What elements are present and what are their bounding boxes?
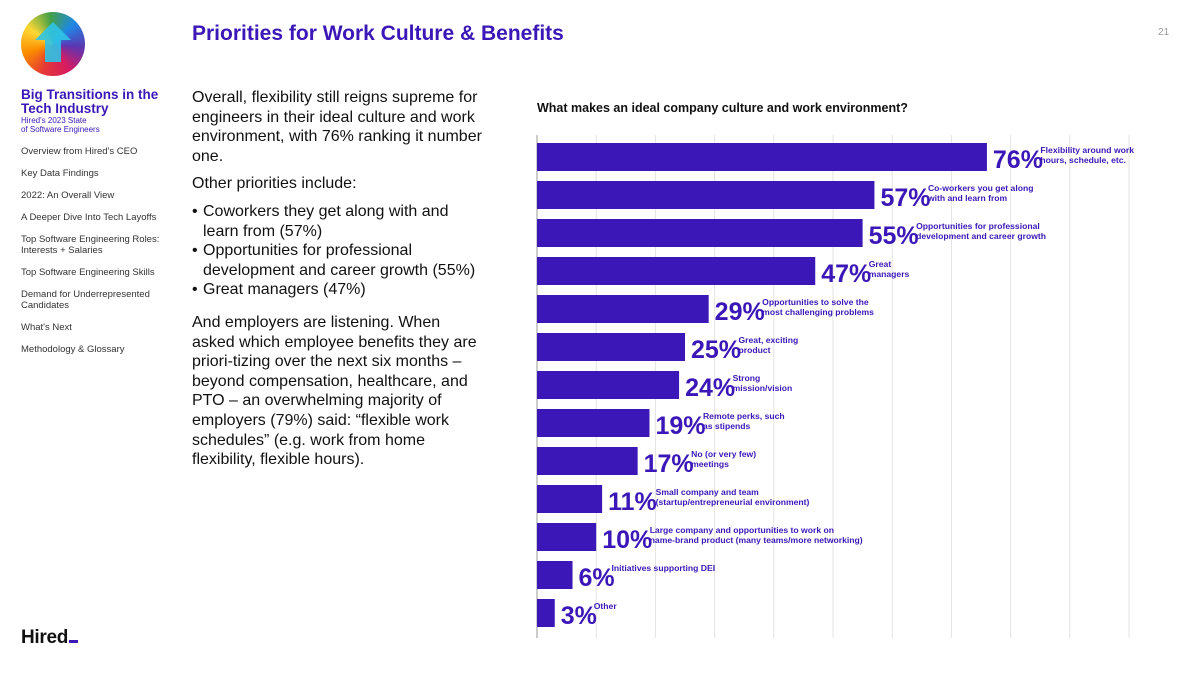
body-text: Overall, flexibility still reigns suprem… [192,88,482,478]
bar-value-label: 29% [715,298,765,326]
bar-category-label: Initiatives supporting DEI [612,563,716,573]
bar-value-label: 24% [685,374,735,402]
bar-value-label: 3% [561,602,597,630]
bar-value-label: 10% [602,526,652,554]
nav-item-skills[interactable]: Top Software Engineering Skills [21,267,155,278]
report-subtitle: Hired's 2023 State of Software Engineers [21,116,161,134]
bar-category-label: Other [594,601,618,611]
intro-paragraph: Overall, flexibility still reigns suprem… [192,89,482,165]
priorities-list: Coworkers they get along with and learn … [192,202,482,300]
bar-category-label: mission/vision [733,383,793,393]
nav-item-overall-view[interactable]: 2022: An Overall View [21,190,115,201]
bar-category-label: Strong [733,373,761,383]
bar-category-label: most challenging problems [762,307,874,317]
bar-category-label: name-brand product (many teams/more netw… [650,535,863,545]
brand-cursor-icon [69,640,79,643]
nav-item-roles-salaries[interactable]: Top Software Engineering Roles: Interest… [21,234,160,256]
bar [537,333,685,361]
bar [537,523,597,551]
bar-category-label: with and learn from [927,193,1008,203]
brand-logo: Hired [21,627,79,649]
nav-item-underrepresented[interactable]: Demand for Underrepresented Candidates [21,289,150,311]
bar-category-label: Remote perks, such [703,411,785,421]
nav-item-methodology[interactable]: Methodology & Glossary [21,344,125,355]
bar-category-label: Opportunities to solve the [762,297,869,307]
bar-value-label: 57% [880,184,930,212]
priority-item: Opportunities for professional developme… [192,241,482,280]
report-title: Big Transitions in the Tech Industry [21,87,159,116]
bar-category-label: Great, exciting [739,335,799,345]
nav-item-whats-next[interactable]: What's Next [21,322,72,333]
employers-paragraph: And employers are listening. When asked … [192,313,477,469]
bar-category-label: (startup/entrepreneurial environment) [656,497,810,507]
bar-category-label: Great [869,259,892,269]
bar-value-label: 6% [579,564,615,592]
bar [537,409,650,437]
bar-category-label: Large company and opportunities to work … [650,525,834,535]
priority-item: Great managers (47%) [192,280,482,300]
bar [537,599,555,627]
nav-item-ceo-overview[interactable]: Overview from Hired's CEO [21,146,138,157]
report-subtitle-line-1: Hired's 2023 State [21,116,87,125]
bar-category-label: as stipends [703,421,751,431]
bar-value-label: 47% [821,260,871,288]
bar-category-label: hours, schedule, etc. [1040,155,1125,165]
bar-category-label: Opportunities for professional [916,221,1040,231]
bar [537,295,709,323]
bar [537,485,603,513]
bar [537,143,987,171]
page-number: 21 [1158,27,1170,38]
bar [537,561,573,589]
bar-value-label: 76% [993,146,1043,174]
bar-category-label: meetings [691,459,729,469]
page-title: Priorities for Work Culture & Benefits [192,22,564,45]
priority-item: Coworkers they get along with and learn … [192,202,482,241]
bar-category-label: Small company and team [656,487,760,497]
nav-item-key-findings[interactable]: Key Data Findings [21,168,99,179]
bar [537,257,816,285]
nav-item-tech-layoffs[interactable]: A Deeper Dive Into Tech Layoffs [21,212,157,223]
chart-title: What makes an ideal company culture and … [537,101,908,115]
bar-value-label: 17% [644,450,694,478]
bar-category-label: development and career growth [916,231,1046,241]
bar [537,447,638,475]
bar [537,371,680,399]
bar-value-label: 19% [655,412,705,440]
priorities-lead: Other priorities include: [192,175,357,193]
bar-category-label: product [739,345,771,355]
report-logo [21,12,85,76]
bar-category-label: No (or very few) [691,449,756,459]
bar-value-label: 11% [608,488,657,516]
report-subtitle-line-2: of Software Engineers [21,125,100,134]
bar-category-label: Flexibility around work [1040,145,1134,155]
bar-value-label: 55% [869,222,919,250]
sidebar-nav: Overview from Hired's CEO Key Data Findi… [21,146,171,366]
bar-category-label: managers [869,269,910,279]
bar [537,181,875,209]
trend-arrow-icon [35,22,71,62]
brand-name: Hired [21,627,69,648]
bar-category-label: Co-workers you get along [928,183,1034,193]
bar-value-label: 25% [691,336,741,364]
bar [537,219,863,247]
